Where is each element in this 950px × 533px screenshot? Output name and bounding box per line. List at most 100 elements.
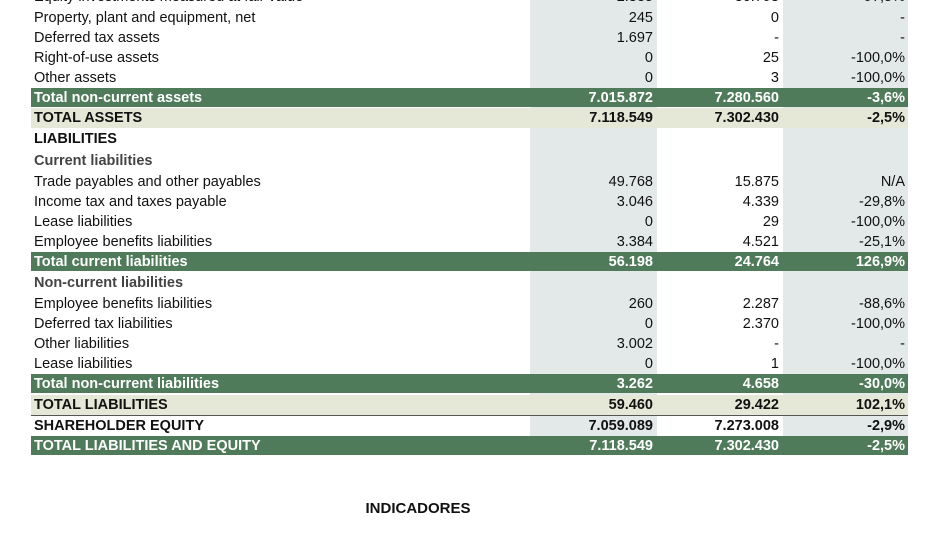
cell-value: 30.798	[735, 0, 779, 7]
cell-value: 0	[644, 316, 653, 332]
cell-value: 15.875	[734, 174, 779, 190]
cell-value: 24.764	[734, 254, 779, 270]
cell-value: 2.287	[742, 296, 779, 312]
cell-value: -100,0%	[850, 50, 905, 66]
table-row: Deferred tax assets 1.697 - -	[31, 28, 908, 48]
row-label: Income tax and taxes payable	[34, 194, 227, 210]
column-shade	[783, 0, 908, 437]
cell-value: -97,5%	[859, 0, 905, 7]
row-label: TOTAL LIABILITIES	[34, 397, 168, 413]
row-label: Total current liabilities	[34, 254, 188, 270]
cell-value: -	[900, 336, 905, 352]
row-label: LIABILITIES	[34, 131, 117, 147]
cell-value: 29.422	[734, 397, 779, 413]
table-row: Total current liabilities 56.198 24.764 126…	[31, 252, 908, 271]
cell-value: 4.339	[742, 194, 779, 210]
table-row: Lease liabilities 0 1 -100,0%	[31, 354, 908, 374]
cell-value: 56.198	[608, 254, 653, 270]
cell-value: -30,0%	[859, 376, 905, 392]
row-label: Property, plant and equipment, net	[34, 10, 256, 26]
cell-value: 3.046	[616, 194, 653, 210]
table-row: Deferred tax liabilities 0 2.370 -100,0%	[31, 314, 908, 334]
row-label: Current liabilities	[34, 153, 153, 169]
table-row: Non-current liabilities	[31, 273, 908, 293]
cell-value: -100,0%	[850, 316, 905, 332]
cell-value: 7.059.089	[588, 418, 653, 434]
cell-value: -	[774, 30, 779, 46]
row-label: SHAREHOLDER EQUITY	[34, 418, 204, 434]
row-label: Equity investments measured at fair valu…	[34, 0, 303, 7]
row-label: Deferred tax liabilities	[34, 316, 173, 332]
table-row: Total non-current liabilities 3.262 4.658 -…	[31, 374, 908, 393]
row-label: Employee benefits liabilities	[34, 296, 213, 312]
table-row: Total non-current assets 7.015.872 7.280.5…	[31, 88, 908, 107]
table-row: TOTAL LIABILITIES AND EQUITY 7.118.549 7.3…	[31, 436, 908, 455]
cell-value: 7.302.430	[714, 110, 779, 126]
row-label: Deferred tax assets	[34, 30, 160, 46]
cell-value: 2.370	[742, 316, 779, 332]
cell-value: 126,9%	[855, 254, 905, 270]
table-row: Income tax and taxes payable 3.046 4.339 -2…	[31, 192, 908, 212]
row-label: Other assets	[34, 70, 117, 86]
row-label: TOTAL ASSETS	[34, 110, 143, 126]
row-label: Lease liabilities	[34, 356, 133, 372]
table-row: Employee benefits liabilities 3.384 4.521 -…	[31, 232, 908, 252]
table-row: Other assets 0 3 -100,0%	[31, 68, 908, 88]
table-row: LIABILITIES	[31, 129, 908, 149]
table-row: Trade payables and other payables 49.768 1…	[31, 172, 908, 192]
cell-value: -	[900, 30, 905, 46]
cell-value: 1	[770, 356, 779, 372]
cell-value: 245	[628, 10, 653, 26]
cell-value: 0	[770, 10, 779, 26]
cell-value: 0	[644, 50, 653, 66]
column-shade	[530, 0, 657, 437]
cell-value: 0	[644, 70, 653, 86]
cell-value: -	[774, 336, 779, 352]
cell-value: 4.521	[742, 234, 779, 250]
cell-value: -25,1%	[859, 234, 905, 250]
cell-value: 7.273.008	[714, 418, 779, 434]
cell-value: 49.768	[608, 174, 653, 190]
row-label: Employee benefits liabilities	[34, 234, 213, 250]
row-label: Non-current liabilities	[34, 275, 184, 291]
row-label: TOTAL LIABILITIES AND EQUITY	[34, 438, 261, 454]
cell-value: 7.118.549	[589, 110, 653, 126]
table-row: Right-of-use assets 0 25 -100,0%	[31, 48, 908, 68]
cell-value: 7.280.560	[714, 90, 779, 106]
section-heading: INDICADORES	[365, 500, 471, 517]
cell-value: -2,5%	[867, 438, 905, 454]
row-label: Total non-current assets	[34, 90, 203, 106]
cell-value: -	[900, 10, 905, 26]
row-label: Right-of-use assets	[34, 50, 159, 66]
cell-value: -100,0%	[850, 214, 905, 230]
cell-value: 0	[644, 214, 653, 230]
table-row: Property, plant and equipment, net 245 0 -	[31, 8, 908, 28]
table-row: TOTAL LIABILITIES 59.460 29.422 102,1%	[31, 395, 908, 415]
cell-value: 1.697	[616, 30, 653, 46]
cell-value: 59.460	[608, 397, 653, 413]
cell-value: -2,5%	[867, 110, 905, 126]
cell-value: -3,6%	[867, 90, 905, 106]
cell-value: N/A	[880, 174, 905, 190]
cell-value: 3.262	[616, 376, 653, 392]
row-label: Lease liabilities	[34, 214, 133, 230]
cell-value: -88,6%	[859, 296, 905, 312]
table-row: Lease liabilities 0 29 -100,0%	[31, 212, 908, 232]
table-row: Employee benefits liabilities 260 2.287 -88…	[31, 294, 908, 314]
cell-value: -29,8%	[859, 194, 905, 210]
table-row: Other liabilities 3.002 - -	[31, 334, 908, 354]
cell-value: 102,1%	[855, 397, 905, 413]
cell-value: 3	[770, 70, 779, 86]
row-label: Total non-current liabilities	[34, 376, 220, 392]
table-row: TOTAL ASSETS 7.118.549 7.302.430 -2,5%	[31, 108, 908, 128]
row-label: Trade payables and other payables	[34, 174, 261, 190]
row-label: Other liabilities	[34, 336, 130, 352]
cell-value: 7.015.872	[588, 90, 653, 106]
table-row: SHAREHOLDER EQUITY 7.059.089 7.273.008 -2,9…	[31, 415, 908, 436]
cell-value: 0	[644, 356, 653, 372]
cell-value: 7.118.549	[589, 438, 653, 454]
cell-value: 3.002	[616, 336, 653, 352]
cell-value: 260	[628, 296, 653, 312]
cell-value: -100,0%	[850, 70, 905, 86]
